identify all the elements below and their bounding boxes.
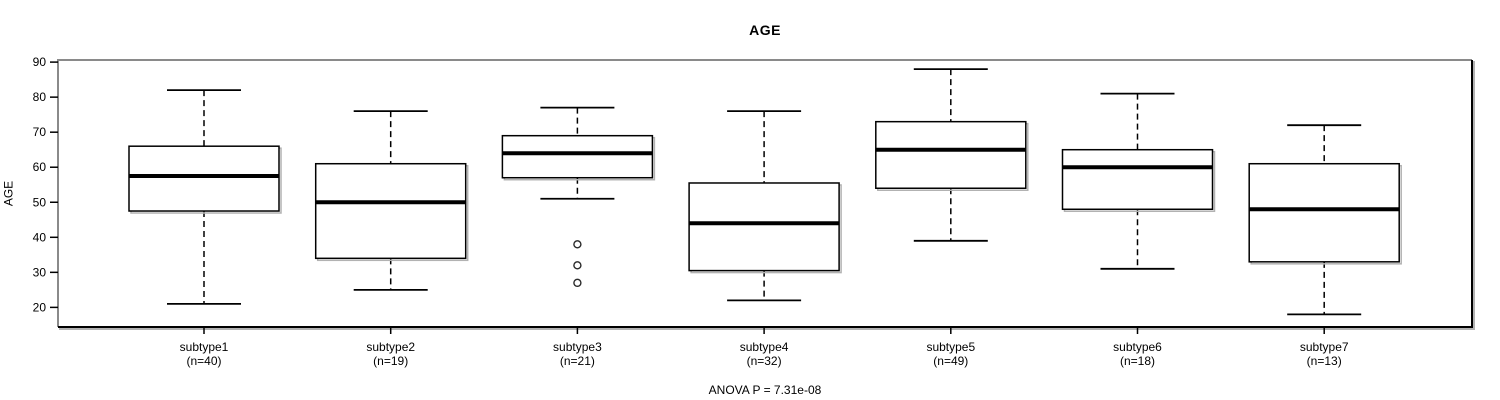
box-rect (128, 145, 280, 212)
x-count-label: (n=19) (373, 354, 408, 368)
y-tick-label: 90 (33, 55, 47, 69)
box-rect (1248, 162, 1400, 263)
outlier-point (573, 278, 582, 288)
y-tick-label: 70 (33, 125, 47, 139)
box-rect (688, 182, 840, 272)
x-category-label: subtype7 (1300, 340, 1349, 354)
x-category-label: subtype2 (366, 340, 415, 354)
y-tick-label: 30 (33, 265, 47, 279)
x-category-label: subtype1 (180, 340, 229, 354)
plot-frame-bottomright (58, 60, 1473, 328)
y-tick-label: 50 (33, 195, 47, 209)
y-tick-label: 60 (33, 160, 47, 174)
x-category-label: subtype6 (1113, 340, 1162, 354)
x-count-label: (n=21) (560, 354, 595, 368)
outlier-point (573, 261, 582, 270)
box-rect (1061, 148, 1214, 211)
x-count-label: (n=13) (1307, 354, 1342, 368)
y-tick-label: 40 (33, 230, 47, 244)
x-category-label: subtype3 (553, 340, 602, 354)
x-count-label: (n=18) (1120, 354, 1155, 368)
x-count-label: (n=49) (933, 354, 968, 368)
anova-annotation: ANOVA P = 7.31e-08 (708, 383, 822, 397)
x-category-label: subtype4 (740, 340, 789, 354)
box-rect (875, 120, 1027, 189)
y-tick-label: 80 (33, 90, 47, 104)
plot-title: AGE (749, 22, 781, 38)
box-rect (501, 134, 654, 179)
outlier-point (573, 240, 582, 249)
box-rect (314, 162, 467, 260)
y-tick-label: 20 (33, 300, 47, 314)
x-count-label: (n=32) (747, 354, 782, 368)
x-count-label: (n=40) (186, 354, 221, 368)
x-category-label: subtype5 (926, 340, 975, 354)
